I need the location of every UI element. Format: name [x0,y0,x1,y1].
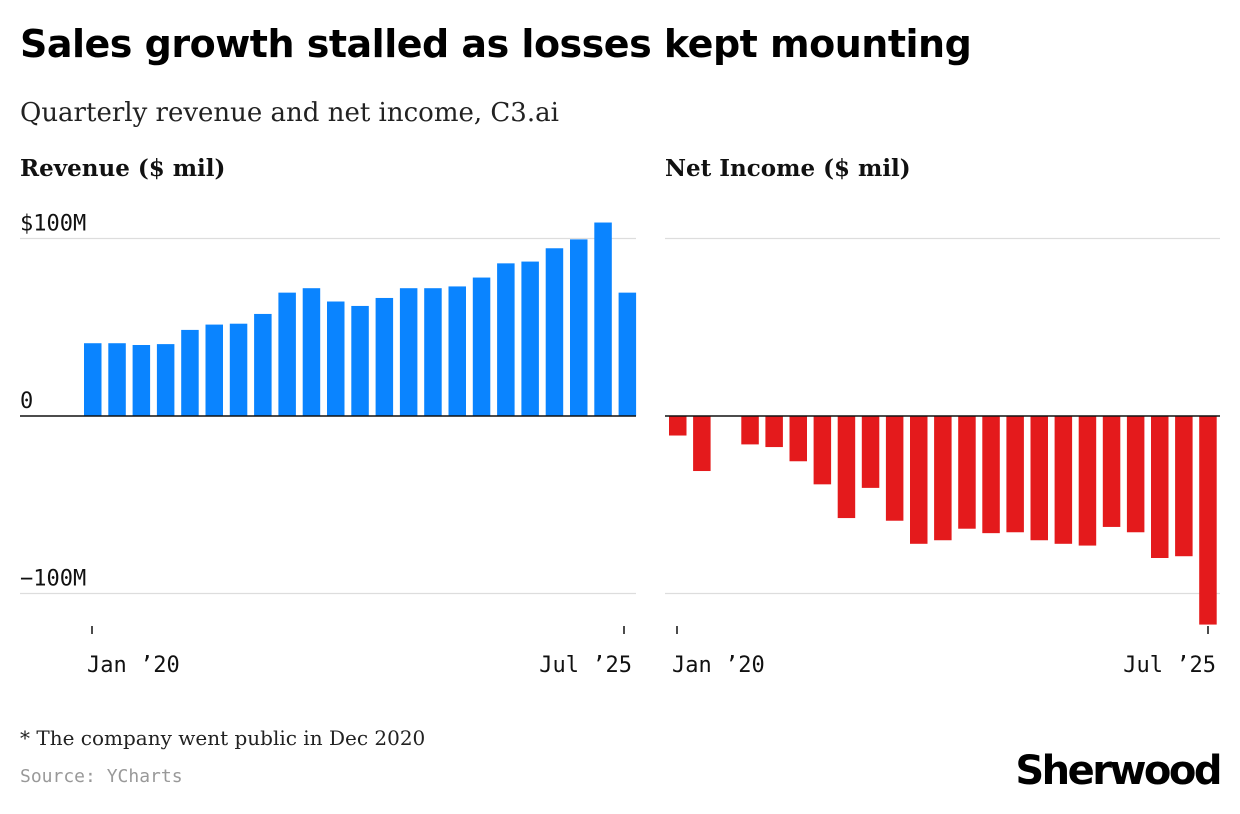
revenue-bar [448,286,466,416]
revenue-bar [570,239,588,416]
revenue-bar [302,288,321,416]
revenue-bar [375,297,394,416]
net-income-bar [861,416,880,488]
net-income-bar [1175,416,1193,557]
revenue-bar [545,248,564,416]
sherwood-logo: Sherwood [1015,748,1222,794]
source-note: Source: YCharts [20,766,183,787]
net-income-bar [1078,416,1097,546]
net-income-bar [837,416,856,519]
net-income-bar [1054,416,1073,544]
net-income-bar [1199,416,1217,625]
net-income-x-tick-label: Jul ’25 [1123,653,1216,678]
footnote: * The company went public in Dec 2020 [20,726,426,750]
net-income-bar [813,416,832,485]
revenue-bar [327,301,345,416]
revenue-bar [229,323,248,416]
revenue-bar [132,345,151,416]
net-income-bar [669,416,687,436]
revenue-x-tick-label: Jul ’25 [539,653,632,678]
revenue-x-tick-label: Jan ’20 [87,653,180,678]
net-income-bar [885,416,904,521]
net-income-panel-title: Net Income ($ mil) [665,155,911,182]
net-income-x-tick-label: Jan ’20 [672,653,765,678]
net-income-bar [789,416,807,462]
net-income-bar [765,416,783,448]
revenue-bar [618,292,637,416]
revenue-bar [156,344,175,416]
y-tick-label: −100M [20,567,86,592]
revenue-bar [424,288,442,416]
net-income-bar [693,416,711,472]
chart-subtitle: Quarterly revenue and net income, C3.ai [20,98,559,128]
net-income-bar [1126,416,1145,533]
net-income-bar [741,416,759,445]
revenue-bar [521,261,539,416]
charts-canvas: Jan ’20 Jul ’25 Jan ’20 Jul ’25 $100M 0 −100M [20,212,1220,678]
revenue-bar [472,277,491,416]
net-income-bar [1102,416,1121,527]
revenue-bar [351,305,369,416]
net-income-bar [958,416,976,529]
net-income-bar [934,416,952,541]
revenue-bar [254,313,272,416]
y-tick-label: $100M [20,212,86,237]
revenue-bar [497,263,515,416]
net-income-bar [1030,416,1048,541]
net-income-bar [982,416,1000,534]
revenue-bar [278,292,296,416]
net-income-bar [910,416,928,544]
revenue-panel-title: Revenue ($ mil) [20,155,226,182]
revenue-bar [108,343,126,416]
y-tick-label: 0 [20,389,33,414]
revenue-bar [399,288,418,416]
net-income-bar [1151,416,1169,558]
revenue-bar [594,222,612,416]
net-income-bar [1006,416,1024,533]
revenue-bar [84,343,102,416]
revenue-bar [181,329,199,416]
chart-title: Sales growth stalled as losses kept moun… [20,22,972,66]
revenue-bar [205,324,223,416]
